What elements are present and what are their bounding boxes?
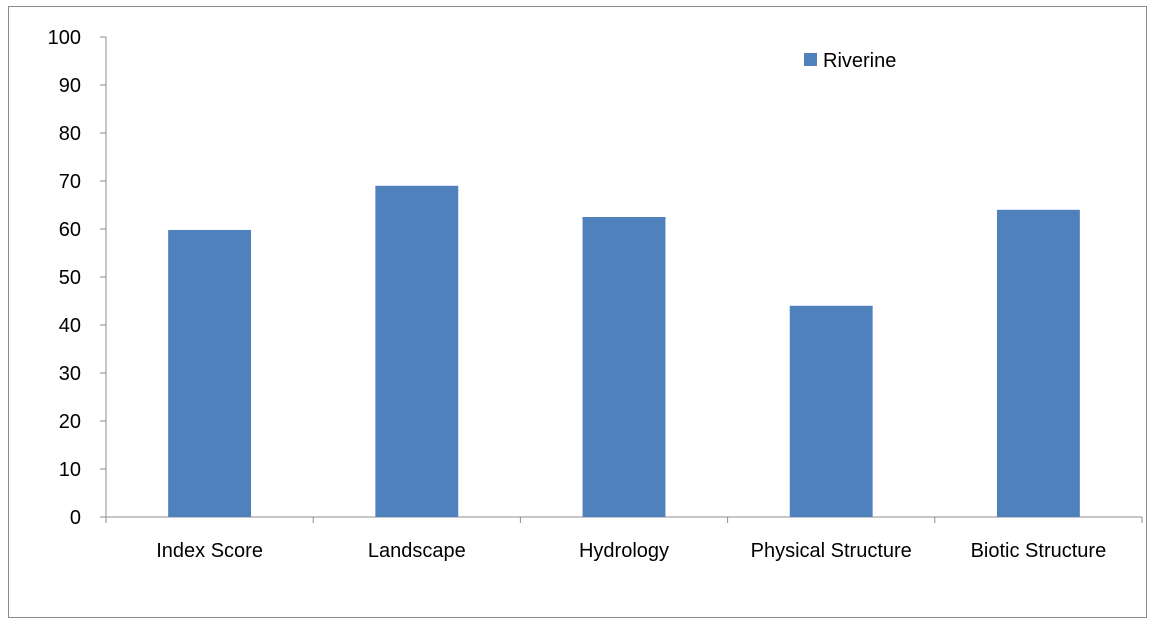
bar-index-score	[168, 229, 252, 517]
bar-series	[168, 185, 1080, 518]
y-tick-label: 70	[59, 171, 81, 193]
x-tick-label: Biotic Structure	[971, 540, 1107, 562]
x-tick-label: Landscape	[368, 540, 466, 562]
bar-physical-structure	[789, 305, 873, 517]
bar-landscape	[375, 185, 459, 518]
bar-biotic-structure	[996, 209, 1080, 518]
y-tick-label: 80	[59, 123, 81, 145]
x-axis: Index Score Landscape Hydrology Physical St…	[105, 516, 1143, 562]
y-axis: 0 10 20 30 40 50 60 70 80 90 100	[48, 27, 107, 529]
legend: Riverine	[804, 50, 896, 72]
x-tick-label: Index Score	[156, 540, 263, 562]
x-tick-label: Hydrology	[579, 540, 669, 562]
y-tick-label: 100	[48, 27, 81, 49]
y-tick-label: 50	[59, 267, 81, 289]
legend-swatch-riverine	[804, 53, 817, 66]
y-tick-label: 10	[59, 459, 81, 481]
y-tick-label: 60	[59, 219, 81, 241]
y-tick-label: 90	[59, 75, 81, 97]
y-tick-label: 40	[59, 315, 81, 337]
bar-hydrology	[582, 217, 666, 517]
x-tick-label: Physical Structure	[751, 540, 912, 562]
y-tick-label: 20	[59, 411, 81, 433]
legend-label-riverine: Riverine	[823, 50, 896, 72]
y-tick-label: 0	[70, 507, 81, 529]
y-tick-label: 30	[59, 363, 81, 385]
